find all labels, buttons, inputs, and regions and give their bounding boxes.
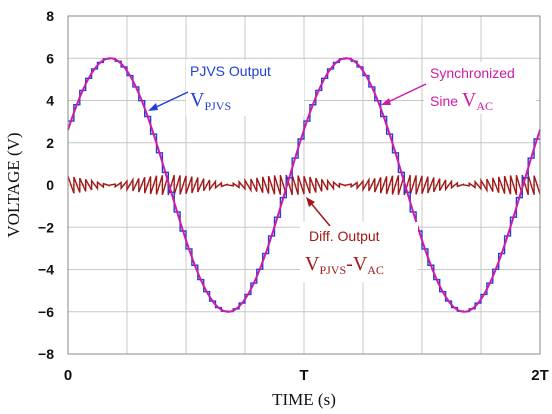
y-tick-label: 8: [46, 8, 54, 24]
x-tick-label: 0: [64, 367, 72, 384]
annotation-sine-arrowhead: [381, 98, 391, 105]
x-tick-label: T: [299, 367, 308, 384]
y-tick-label: 6: [46, 50, 54, 66]
series-diff-output: [67, 174, 541, 196]
annotation-diff: Diff. Output VPJVS-VAC: [300, 197, 418, 282]
series-layer: [67, 57, 541, 313]
x-tick-label: 2T: [531, 367, 549, 384]
y-axis-title: VOLTAGE (V): [4, 132, 23, 237]
annotation-sine-line1: Synchronized: [430, 65, 515, 81]
plot-frame: [67, 15, 541, 355]
y-tick-label: 0: [46, 177, 54, 193]
x-tick-labels: 0 T 2T: [64, 367, 549, 384]
series-synchronized-sine: [67, 57, 541, 313]
annotation-diff-symbol: VPJVS-VAC: [305, 253, 384, 277]
y-tick-label: 4: [46, 93, 54, 109]
annotation-sine: Synchronized Sine VAC: [381, 62, 536, 114]
y-tick-label: −4: [38, 262, 54, 278]
annotation-diff-line1: Diff. Output: [309, 228, 380, 244]
y-tick-label: 2: [46, 135, 54, 151]
y-tick-label: −8: [38, 346, 54, 362]
annotation-pjvs-line1: PJVS Output: [190, 63, 271, 79]
annotation-diff-arrowhead: [306, 197, 315, 207]
y-tick-labels: 8 6 4 2 0 −2 −4 −6 −8: [38, 8, 54, 362]
y-tick-label: −2: [38, 219, 54, 235]
annotation-sine-arrow: [385, 83, 427, 104]
annotation-pjvs-arrowhead: [148, 103, 158, 111]
y-tick-label: −6: [38, 304, 54, 320]
annotation-pjvs-arrow: [151, 91, 189, 110]
annotation-sine-line2: Sine VAC: [430, 89, 493, 113]
x-axis-title: TIME (s): [272, 390, 336, 409]
annotation-pjvs: PJVS Output VPJVS: [148, 60, 304, 116]
annotation-pjvs-symbol: VPJVS: [190, 89, 231, 113]
annotation-diff-arrow: [309, 201, 331, 227]
